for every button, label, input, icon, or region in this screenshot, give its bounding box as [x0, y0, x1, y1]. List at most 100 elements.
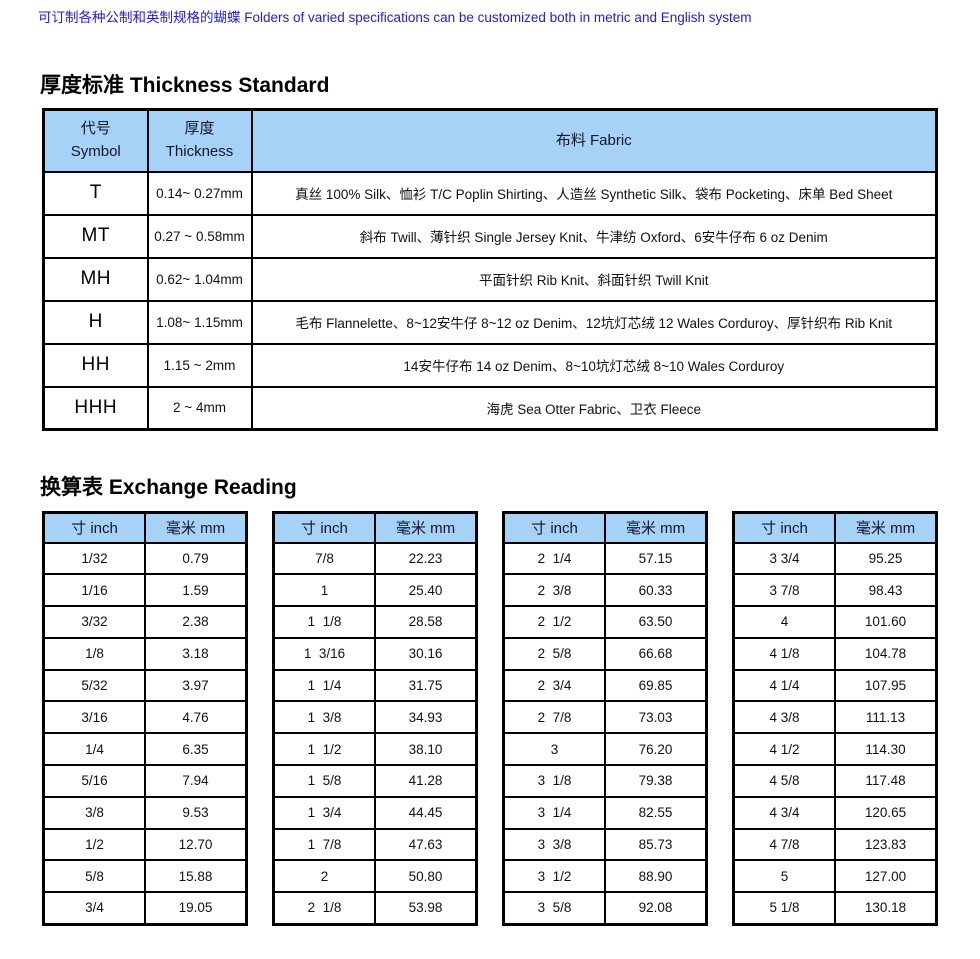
exchange-row: 3/8 9.53 [42, 795, 248, 830]
exchange-table-4: 寸 inch 毫米 mm 3 3/4 95.25 3 7/8 98.43 4 101.60… [732, 511, 938, 926]
mm-cell: 79.38 [604, 764, 708, 798]
exchange-row: 4 1/4 107.95 [732, 668, 938, 703]
thickness-range-cell: 0.14~ 0.27mm [146, 170, 253, 216]
mm-cell: 92.08 [604, 891, 708, 926]
exchange-table-3: 寸 inch 毫米 mm 2 1/4 57.15 2 3/8 60.33 2 1/2 63… [502, 511, 708, 926]
mm-cell: 38.10 [374, 732, 478, 767]
col-header-symbol: 代号 Symbol [42, 108, 149, 173]
symbol-cell: HH [42, 342, 149, 388]
exchange-row: 7/8 22.23 [272, 541, 478, 576]
inch-cell: 4 7/8 [732, 827, 836, 862]
exchange-row: 1 25.40 [272, 573, 478, 608]
fabric-cell: 海虎 Sea Otter Fabric、卫衣 Fleece [250, 385, 938, 431]
inch-cell: 3/8 [42, 795, 146, 830]
col-header-inch: 寸 inch [42, 511, 146, 544]
exchange-row: 1 3/8 34.93 [272, 700, 478, 735]
col-header-symbol-en: Symbol [70, 142, 121, 160]
exchange-tbody-3: 2 1/4 57.15 2 3/8 60.33 2 1/2 63.50 2 5/8 66.68… [502, 541, 708, 926]
thickness-tbody: T 0.14~ 0.27mm 真丝 100% Silk、恤衫 T/C Poplin … [42, 170, 938, 431]
exchange-row: 1/4 6.35 [42, 732, 248, 767]
mm-cell: 63.50 [604, 605, 708, 639]
inch-cell: 1/16 [42, 573, 146, 608]
inch-cell: 2 1/4 [502, 541, 606, 576]
inch-cell: 3 [502, 732, 606, 767]
col-header-inch: 寸 inch [502, 511, 606, 544]
exchange-row: 2 3/8 60.33 [502, 573, 708, 608]
inch-cell: 1/32 [42, 541, 146, 576]
mm-cell: 25.40 [374, 573, 478, 608]
mm-cell: 50.80 [374, 859, 478, 894]
exchange-row: 4 3/4 120.65 [732, 795, 938, 830]
inch-cell: 5/8 [42, 859, 146, 894]
inch-cell: 3 5/8 [502, 891, 606, 926]
inch-cell: 5 [732, 859, 836, 894]
mm-cell: 57.15 [604, 541, 708, 576]
inch-cell: 1 7/8 [272, 827, 376, 862]
mm-cell: 44.45 [374, 795, 478, 830]
exchange-row: 5 1/8 130.18 [732, 891, 938, 926]
inch-cell: 2 1/8 [272, 891, 376, 926]
mm-cell: 73.03 [604, 700, 708, 735]
inch-cell: 5/32 [42, 668, 146, 703]
col-header-fabric: 布料 Fabric [250, 108, 938, 173]
thickness-range-cell: 0.27 ~ 0.58mm [146, 213, 253, 259]
exchange-row: 3 7/8 98.43 [732, 573, 938, 608]
inch-cell: 4 3/8 [732, 700, 836, 735]
inch-cell: 3 1/4 [502, 795, 606, 830]
exchange-row: 5 127.00 [732, 859, 938, 894]
mm-cell: 12.70 [144, 827, 248, 862]
thickness-row: H 1.08~ 1.15mm 毛布 Flannelette、8~12安牛仔 8~12… [42, 299, 938, 345]
inch-cell: 7/8 [272, 541, 376, 576]
col-header-thickness: 厚度 Thickness [146, 108, 253, 173]
mm-cell: 30.16 [374, 636, 478, 671]
symbol-cell: H [42, 299, 149, 345]
inch-cell: 1 3/4 [272, 795, 376, 830]
inch-cell: 5/16 [42, 764, 146, 798]
fabric-cell: 毛布 Flannelette、8~12安牛仔 8~12 oz Denim、12坑… [250, 299, 938, 345]
inch-cell: 1 1/8 [272, 605, 376, 639]
mm-cell: 31.75 [374, 668, 478, 703]
inch-cell: 3 3/4 [732, 541, 836, 576]
exchange-row: 1 3/4 44.45 [272, 795, 478, 830]
thickness-row: T 0.14~ 0.27mm 真丝 100% Silk、恤衫 T/C Poplin … [42, 170, 938, 216]
symbol-cell: MT [42, 213, 149, 259]
inch-cell: 3 1/2 [502, 859, 606, 894]
inch-cell: 3 3/8 [502, 827, 606, 862]
thickness-row: HH 1.15 ~ 2mm 14安牛仔布 14 oz Denim、8~10坑灯芯绒 … [42, 342, 938, 388]
mm-cell: 123.83 [834, 827, 938, 862]
exchange-table-2: 寸 inch 毫米 mm 7/8 22.23 1 25.40 1 1/8 28.58 1 3… [272, 511, 478, 926]
mm-cell: 3.18 [144, 636, 248, 671]
mm-cell: 101.60 [834, 605, 938, 639]
mm-cell: 127.00 [834, 859, 938, 894]
fabric-cell: 斜布 Twill、薄针织 Single Jersey Knit、牛津纺 Oxfo… [250, 213, 938, 259]
inch-cell: 1 3/16 [272, 636, 376, 671]
col-header-mm: 毫米 mm [144, 511, 248, 544]
thickness-range-cell: 0.62~ 1.04mm [146, 256, 253, 302]
inch-cell: 1/8 [42, 636, 146, 671]
exchange-row: 4 1/8 104.78 [732, 636, 938, 671]
inch-cell: 4 1/4 [732, 668, 836, 703]
exchange-row: 2 1/2 63.50 [502, 605, 708, 639]
exchange-row: 4 7/8 123.83 [732, 827, 938, 862]
thickness-range-cell: 2 ~ 4mm [146, 385, 253, 431]
inch-cell: 1 1/2 [272, 732, 376, 767]
exchange-row: 1 1/8 28.58 [272, 605, 478, 639]
mm-cell: 6.35 [144, 732, 248, 767]
inch-cell: 2 3/4 [502, 668, 606, 703]
mm-cell: 7.94 [144, 764, 248, 798]
exchange-row: 1/2 12.70 [42, 827, 248, 862]
thickness-range-cell: 1.15 ~ 2mm [146, 342, 253, 388]
col-header-inch: 寸 inch [732, 511, 836, 544]
mm-cell: 130.18 [834, 891, 938, 926]
exchange-row: 1 1/2 38.10 [272, 732, 478, 767]
exchange-tbody-4: 3 3/4 95.25 3 7/8 98.43 4 101.60 4 1/8 104.78 4 … [732, 541, 938, 926]
exchange-row: 3 1/2 88.90 [502, 859, 708, 894]
mm-cell: 3.97 [144, 668, 248, 703]
mm-cell: 114.30 [834, 732, 938, 767]
mm-cell: 19.05 [144, 891, 248, 926]
col-header-mm: 毫米 mm [834, 511, 938, 544]
inch-cell: 1/2 [42, 827, 146, 862]
customization-note: 可订制各种公制和英制规格的蝴蝶 Folders of varied specif… [38, 10, 752, 25]
col-header-mm: 毫米 mm [604, 511, 708, 544]
inch-cell: 5 1/8 [732, 891, 836, 926]
